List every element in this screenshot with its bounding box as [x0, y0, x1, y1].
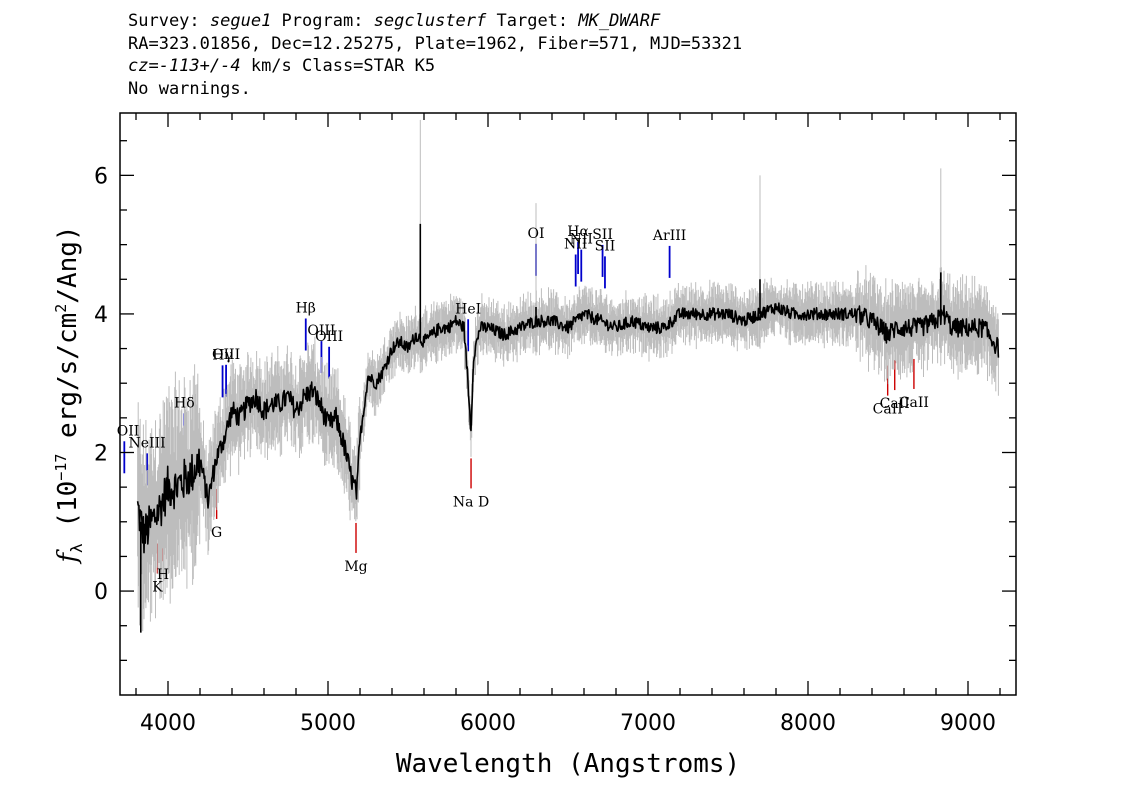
x-axis-title: Wavelength (Angstroms) — [396, 749, 740, 779]
header-line-coords: RA=323.01856, Dec=12.25275, Plate=1962, … — [128, 33, 743, 54]
survey-value: segue1 — [209, 11, 272, 31]
x-tick-label: 6000 — [460, 711, 516, 736]
program-value: segclusterf — [373, 11, 487, 31]
axis-ticks: 4000 5000 6000 7000 8000 9000 0 2 4 6 — [94, 113, 1016, 736]
emission-line-label: OII — [117, 423, 140, 439]
emission-line-label: Hα — [567, 224, 589, 240]
flux-error-band — [137, 119, 999, 632]
header-line-survey: Survey: segue1 Program: segclusterf Targ… — [128, 10, 742, 33]
x-tick-label: 4000 — [140, 711, 196, 736]
header-line-redshift: cz=-113+/-4 km/s Class=STAR K5 — [128, 55, 742, 78]
y-tick-label: 0 — [94, 580, 108, 605]
emission-line-label: OIII — [307, 323, 335, 339]
emission-line-label: SII — [595, 238, 616, 254]
plot-header: Survey: segue1 Program: segclusterf Targ… — [128, 10, 742, 100]
target-label: Target: — [486, 11, 579, 31]
y-tick-label: 4 — [94, 303, 108, 328]
x-tick-label: 5000 — [300, 711, 356, 736]
emission-line-label: NII — [564, 236, 587, 252]
header-line-warnings: No warnings. — [128, 78, 251, 99]
absorption-line-label: K — [152, 580, 163, 596]
absorption-line-label: CaII — [899, 395, 929, 411]
emission-line-label: NeIII — [128, 435, 165, 451]
emission-line-label: ArIII — [652, 228, 686, 244]
cz-value: cz=-113+/-4 — [128, 56, 241, 76]
class-text: km/s Class=STAR K5 — [240, 56, 436, 76]
plot-frame — [119, 112, 1017, 696]
absorption-line-label: CaII — [873, 402, 903, 418]
flux-spectrum-line — [136, 223, 1000, 633]
emission-line-label: OI — [527, 226, 544, 242]
program-label: Program: — [271, 11, 374, 31]
y-tick-label: 6 — [94, 164, 108, 189]
absorption-line-label: H — [157, 567, 169, 583]
absorption-line-label: Na D — [453, 494, 489, 510]
absorption-line-label: Mg — [344, 559, 367, 575]
emission-line-label: NII — [570, 232, 593, 248]
x-tick-label: 9000 — [940, 711, 996, 736]
emission-line-label: HeI — [455, 301, 481, 317]
absorption-line-label: CaII — [880, 396, 910, 412]
x-tick-label: 8000 — [780, 711, 836, 736]
emission-line-label: Hγ — [212, 347, 233, 363]
x-tick-label: 7000 — [620, 711, 676, 736]
survey-label: Survey: — [128, 11, 210, 31]
emission-line-label: OIII — [212, 347, 240, 363]
emission-line-label: Hβ — [296, 301, 316, 317]
target-value: MK_DWARF — [578, 11, 661, 31]
emission-line-label: Hδ — [174, 395, 195, 411]
emission-line-label: SII — [592, 227, 613, 243]
y-tick-label: 2 — [94, 442, 108, 467]
emission-line-label: OIII — [315, 329, 343, 345]
absorption-line-label: G — [211, 525, 222, 541]
y-axis-title: fλ (10−17 erg/s/cm2/Ang) — [52, 225, 86, 564]
